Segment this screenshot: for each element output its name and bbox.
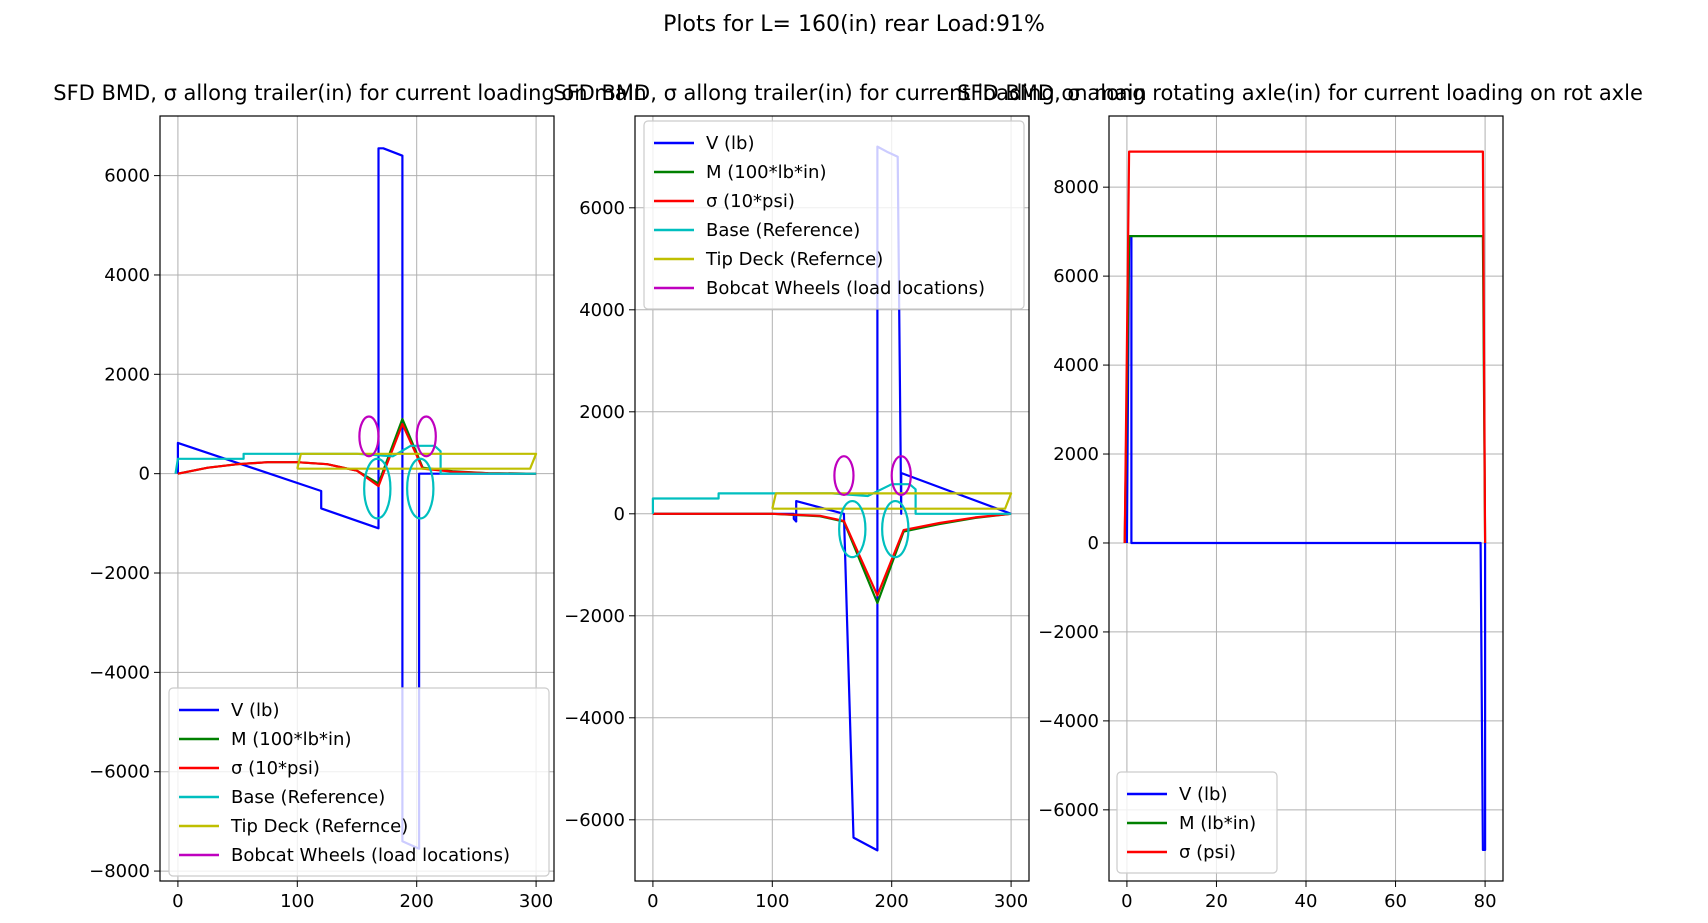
legend-label: σ (10*psi) bbox=[706, 191, 795, 212]
x-tick-label: 0 bbox=[172, 891, 183, 912]
axes-frame bbox=[634, 115, 1030, 882]
legend-label: V (lb) bbox=[1179, 784, 1228, 805]
y-tick-label: −2000 bbox=[89, 563, 150, 584]
y-tick-label: −4000 bbox=[564, 708, 625, 729]
chart-panel-1: 0 100 200 300 −8000 −6000 −4000 −2000 0 2000 4000 6… bbox=[53, 81, 646, 912]
x-tick-label: 0 bbox=[647, 891, 658, 912]
y-tick-label: −4000 bbox=[89, 662, 150, 683]
ellipse-marker bbox=[363, 457, 392, 520]
series-line bbox=[652, 512, 1012, 605]
ellipse-marker bbox=[406, 457, 435, 520]
y-tick-label: 6000 bbox=[579, 198, 625, 219]
legend-label: Bobcat Wheels (load locations) bbox=[231, 845, 510, 866]
series-line bbox=[1123, 235, 1487, 544]
series-line bbox=[296, 452, 538, 470]
chart-title: SFD BMD, σ along rotating axle(in) for c… bbox=[957, 81, 1643, 105]
series-line bbox=[771, 492, 1013, 510]
y-tick-label: 2000 bbox=[104, 364, 150, 385]
chart-title: SFD BMD, σ allong trailer(in) for curren… bbox=[553, 81, 1146, 105]
x-tick-label: 80 bbox=[1474, 891, 1497, 912]
x-tick-label: 300 bbox=[994, 891, 1028, 912]
legend-label: Base (Reference) bbox=[231, 787, 385, 808]
ellipse-marker bbox=[838, 499, 867, 559]
x-tick-label: 40 bbox=[1295, 891, 1318, 912]
legend-box bbox=[1116, 771, 1278, 874]
axes-frame bbox=[159, 115, 555, 882]
x-tick-label: 100 bbox=[755, 891, 789, 912]
y-tick-label: −8000 bbox=[89, 861, 150, 882]
y-tick-label: 2000 bbox=[579, 402, 625, 423]
legend-label: Tip Deck (Refernce) bbox=[705, 249, 883, 270]
legend-label: V (lb) bbox=[706, 133, 755, 154]
y-tick-label: 4000 bbox=[104, 265, 150, 286]
series-line bbox=[652, 512, 1012, 597]
y-tick-label: −4000 bbox=[1038, 711, 1099, 732]
chart-title: SFD BMD, σ allong trailer(in) for curren… bbox=[53, 81, 646, 105]
legend: V (lb) M (lb*in) σ (psi) bbox=[1116, 771, 1278, 874]
plot-area bbox=[651, 145, 1013, 852]
y-tick-label: 6000 bbox=[104, 166, 150, 187]
ellipse-marker bbox=[890, 455, 912, 497]
ellipse-marker bbox=[358, 415, 380, 458]
y-tick-label: 0 bbox=[614, 504, 625, 525]
y-tick-label: 4000 bbox=[579, 300, 625, 321]
legend-box bbox=[168, 687, 550, 877]
chart-panel-2: 0 100 200 300 −6000 −4000 −2000 0 2000 4000 6000 SF… bbox=[553, 81, 1146, 912]
plot-area bbox=[1123, 150, 1487, 852]
chart-panel-3: 0 20 40 60 80 −6000 −4000 −2000 0 2000 4000 6000 800… bbox=[957, 81, 1643, 912]
legend-label: Tip Deck (Refernce) bbox=[230, 816, 408, 837]
legend: V (lb) M (100*lb*in) σ (10*psi) Base (Refer… bbox=[168, 687, 550, 877]
series-line bbox=[652, 145, 1012, 852]
x-tick-label: 300 bbox=[519, 891, 553, 912]
x-tick-label: 200 bbox=[400, 891, 434, 912]
legend: V (lb) M (100*lb*in) σ (10*psi) Base (Refer… bbox=[643, 120, 1025, 310]
legend-label: M (lb*in) bbox=[1179, 813, 1256, 834]
y-tick-label: −2000 bbox=[1038, 622, 1099, 643]
legend-box bbox=[643, 120, 1025, 310]
series-line bbox=[1123, 150, 1487, 544]
y-tick-label: −6000 bbox=[1038, 800, 1099, 821]
y-tick-label: 0 bbox=[139, 464, 150, 485]
x-tick-label: 60 bbox=[1384, 891, 1407, 912]
legend-label: Base (Reference) bbox=[706, 220, 860, 241]
y-tick-label: 6000 bbox=[1053, 266, 1099, 287]
y-tick-label: −6000 bbox=[564, 810, 625, 831]
x-tick-label: 20 bbox=[1205, 891, 1228, 912]
ellipse-marker bbox=[833, 455, 855, 497]
x-tick-label: 0 bbox=[1121, 891, 1132, 912]
y-tick-label: 4000 bbox=[1053, 355, 1099, 376]
legend-label: σ (psi) bbox=[1179, 842, 1236, 863]
legend-label: M (100*lb*in) bbox=[706, 162, 827, 183]
figure-title: Plots for L= 160(in) rear Load:91% bbox=[663, 12, 1045, 37]
y-tick-label: 8000 bbox=[1053, 177, 1099, 198]
x-tick-label: 200 bbox=[875, 891, 909, 912]
series-line bbox=[177, 422, 537, 488]
series-line bbox=[174, 444, 537, 475]
y-tick-label: −6000 bbox=[89, 762, 150, 783]
legend-label: σ (10*psi) bbox=[231, 758, 320, 779]
legend-label: Bobcat Wheels (load locations) bbox=[706, 278, 985, 299]
x-tick-label: 100 bbox=[280, 891, 314, 912]
y-tick-label: 2000 bbox=[1053, 444, 1099, 465]
ellipse-marker bbox=[415, 415, 437, 458]
series-line bbox=[651, 483, 1012, 515]
legend-label: V (lb) bbox=[231, 700, 280, 721]
y-tick-label: 0 bbox=[1088, 533, 1099, 554]
y-tick-label: −2000 bbox=[564, 606, 625, 627]
ellipse-marker bbox=[881, 499, 910, 559]
legend-label: M (100*lb*in) bbox=[231, 729, 352, 750]
